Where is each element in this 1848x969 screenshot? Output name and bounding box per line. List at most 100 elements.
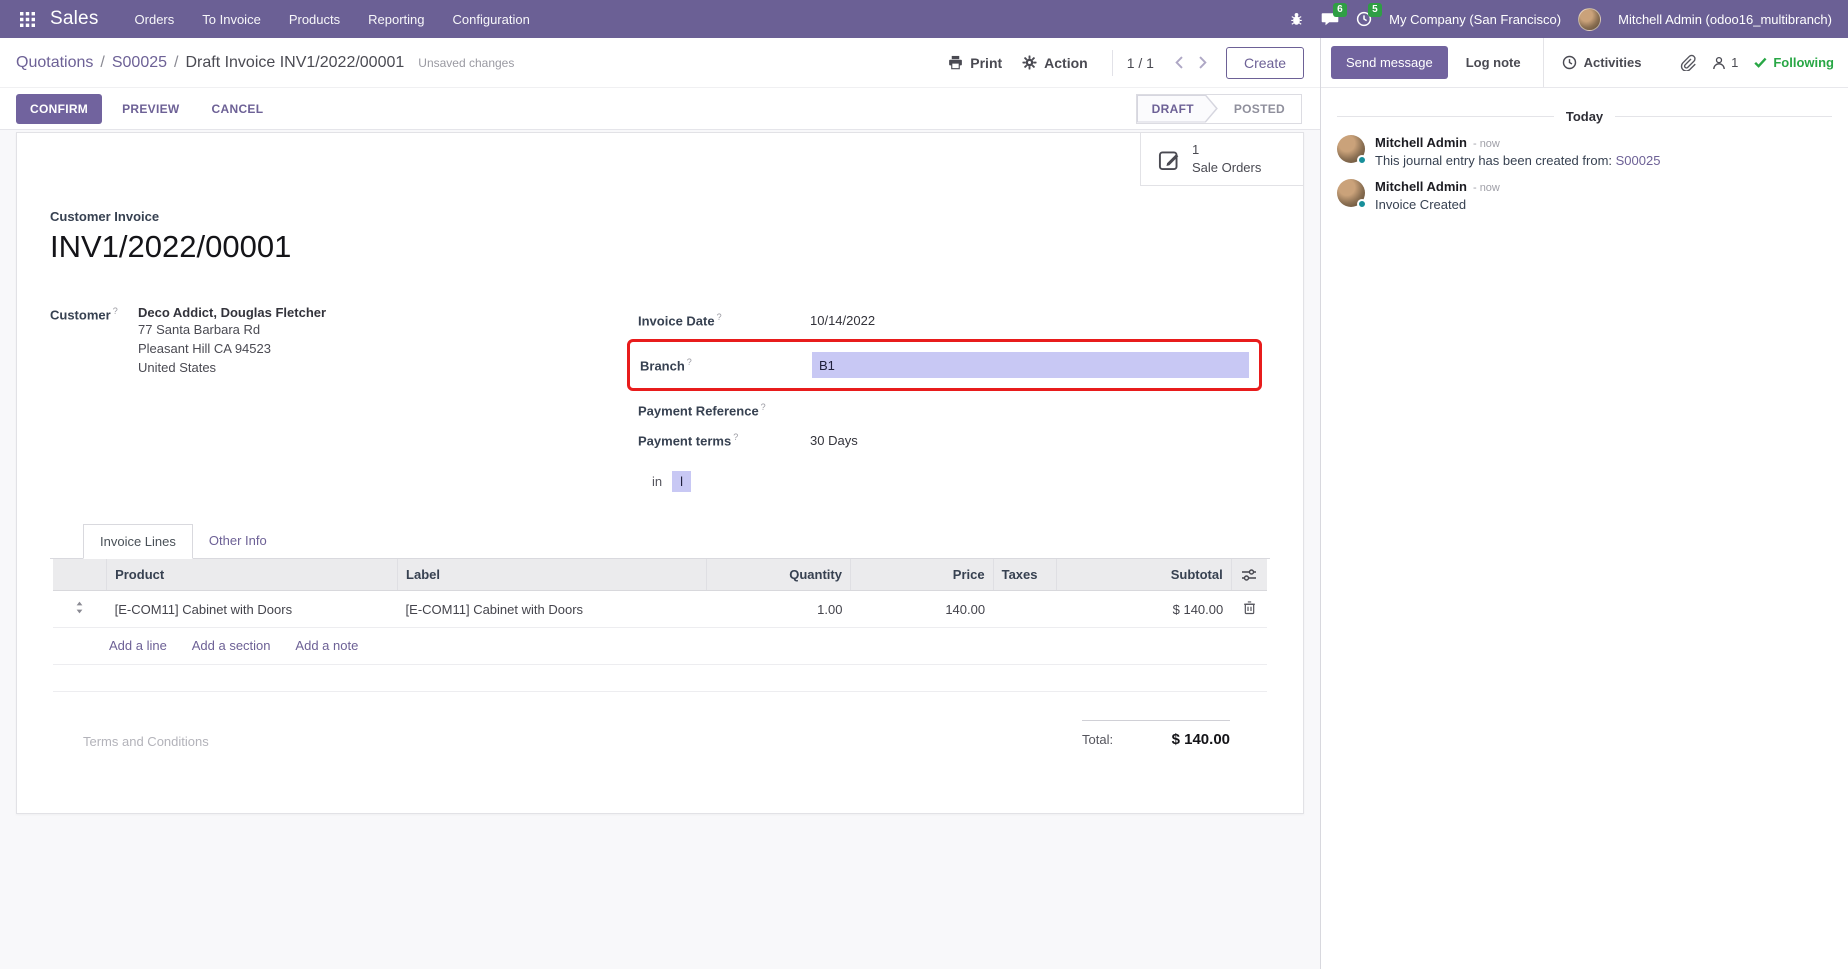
customer-address-line: United States [138, 360, 217, 375]
presence-dot [1357, 155, 1367, 165]
message-time: - now [1472, 182, 1500, 194]
breadcrumb-quotations[interactable]: Quotations [16, 53, 94, 71]
state-draft[interactable]: DRAFT [1137, 95, 1218, 123]
messages-icon[interactable]: 6 [1321, 3, 1347, 27]
terms-and-conditions-field[interactable]: Terms and Conditions [83, 734, 209, 749]
activities-clock-icon[interactable]: 5 [1356, 3, 1382, 27]
chatter-message: Mitchell Admin - now Invoice Created [1321, 170, 1848, 214]
pager-previous-icon[interactable] [1168, 50, 1191, 75]
printer-icon [948, 55, 963, 70]
messages-badge[interactable]: 6 [1333, 3, 1347, 17]
message-avatar[interactable] [1337, 179, 1367, 209]
add-a-section-link[interactable]: Add a section [191, 638, 271, 653]
col-product[interactable]: Product [106, 559, 398, 591]
col-price[interactable]: Price [849, 559, 994, 591]
create-button[interactable]: Create [1225, 46, 1304, 79]
help-marker: ? [112, 306, 118, 316]
col-quantity[interactable]: Quantity [706, 559, 851, 591]
payment-terms-field[interactable]: 30 Days [810, 432, 858, 448]
invoice-date-row: Invoice Date? 10/14/2022 [638, 305, 1270, 335]
paperclip-icon[interactable] [1679, 54, 1696, 71]
branch-label: Branch? [640, 356, 692, 374]
clock-icon [1562, 55, 1577, 70]
print-button[interactable]: Print [938, 49, 1012, 77]
menu-reporting[interactable]: Reporting [368, 11, 425, 27]
breadcrumb-s00025[interactable]: S00025 [111, 53, 168, 71]
cell-label[interactable]: [E-COM11] Cabinet with Doors [397, 590, 707, 628]
menu-configuration[interactable]: Configuration [452, 11, 530, 27]
cell-quantity[interactable]: 1.00 [706, 590, 851, 628]
debug-bug-icon[interactable] [1289, 11, 1304, 27]
cell-taxes[interactable] [993, 590, 1057, 628]
gear-icon [1022, 55, 1037, 70]
message-avatar[interactable] [1337, 135, 1367, 165]
menu-orders[interactable]: Orders [134, 11, 175, 27]
help-marker: ? [716, 311, 722, 322]
cell-price[interactable]: 140.00 [850, 590, 994, 628]
chatter-panel: Send message Log note Activities 1 Follo… [1320, 38, 1848, 969]
drag-handle-icon[interactable] [53, 590, 107, 628]
user-menu[interactable]: Mitchell Admin (odoo16_multibranch) [1618, 11, 1832, 27]
state-posted-label: POSTED [1233, 101, 1285, 116]
sale-orders-smart-button[interactable]: 1 Sale Orders [1140, 133, 1303, 186]
send-message-button[interactable]: Send message [1331, 46, 1448, 79]
divider [1615, 116, 1833, 117]
form-view-background: 1 Sale Orders Customer Invoice INV1/2022… [0, 130, 1320, 969]
invoice-date-field[interactable]: 10/14/2022 [810, 312, 876, 328]
chatter-toolbar: Send message Log note Activities 1 Follo… [1321, 38, 1848, 88]
day-separator: Today [1337, 109, 1833, 124]
following-button[interactable]: Following [1754, 55, 1834, 70]
pager-next-icon[interactable] [1191, 50, 1214, 75]
col-label[interactable]: Label [397, 559, 707, 591]
tab-other-info[interactable]: Other Info [208, 533, 267, 548]
col-taxes[interactable]: Taxes [992, 559, 1057, 591]
state-posted[interactable]: POSTED [1218, 95, 1301, 123]
help-marker: ? [686, 356, 692, 367]
confirm-button[interactable]: CONFIRM [16, 93, 103, 124]
unsaved-changes-indicator: Unsaved changes [418, 55, 515, 70]
user-avatar[interactable] [1578, 7, 1602, 31]
activities-badge[interactable]: 5 [1368, 3, 1382, 17]
currency-hint-prefix: in [652, 474, 663, 489]
currency-typed-field[interactable]: l [672, 471, 692, 492]
menu-products[interactable]: Products [288, 11, 341, 27]
divider [1111, 49, 1113, 76]
add-a-line-link[interactable]: Add a line [109, 638, 167, 653]
message-source-link[interactable]: S00025 [1615, 153, 1661, 168]
customer-name-field[interactable]: Deco Addict, Douglas Fletcher [138, 305, 327, 320]
apps-menu-icon[interactable] [16, 8, 38, 30]
divider [1337, 116, 1554, 117]
divider [1542, 38, 1544, 87]
col-subtotal[interactable]: Subtotal [1055, 559, 1232, 591]
add-a-note-link[interactable]: Add a note [295, 638, 359, 653]
preview-button[interactable]: PREVIEW [110, 94, 191, 124]
cancel-button[interactable]: CANCEL [200, 94, 276, 124]
delete-line-icon[interactable] [1231, 590, 1267, 628]
followers-button[interactable]: 1 [1712, 55, 1738, 70]
payment-terms-row: Payment terms? 30 Days [638, 425, 1270, 455]
invoice-lines-table: Product Label Quantity Price Taxes Subto… [53, 559, 1267, 692]
activities-button[interactable]: Activities [1552, 46, 1652, 79]
journal-currency-hint: in l [638, 471, 1270, 492]
company-switcher[interactable]: My Company (San Francisco) [1389, 11, 1562, 27]
form-status-row: CONFIRM PREVIEW CANCEL DRAFT POSTED [0, 88, 1320, 130]
top-navbar: Sales Orders To Invoice Products Reporti… [0, 0, 1848, 38]
optional-columns-icon[interactable] [1240, 568, 1259, 582]
help-marker: ? [733, 431, 739, 442]
branch-field[interactable]: B1 [812, 352, 1249, 378]
invoice-sheet: 1 Sale Orders Customer Invoice INV1/2022… [16, 132, 1304, 814]
message-body: Invoice Created [1375, 197, 1467, 212]
app-name[interactable]: Sales [50, 8, 99, 29]
breadcrumb: Quotations / S00025 / Draft Invoice INV1… [16, 54, 404, 72]
tab-invoice-lines[interactable]: Invoice Lines [83, 524, 193, 559]
day-separator-label: Today [1565, 109, 1604, 124]
print-label: Print [970, 54, 1003, 71]
smart-button-label: Sale Orders [1192, 160, 1262, 175]
payment-terms-label: Payment terms? [638, 431, 739, 449]
cell-product[interactable]: [E-COM11] Cabinet with Doors [106, 590, 398, 628]
log-note-button[interactable]: Log note [1465, 55, 1521, 70]
pager-counter: 1 / 1 [1126, 54, 1154, 71]
menu-to-invoice[interactable]: To Invoice [202, 11, 261, 27]
following-label: Following [1773, 55, 1834, 70]
action-button[interactable]: Action [1012, 49, 1098, 77]
